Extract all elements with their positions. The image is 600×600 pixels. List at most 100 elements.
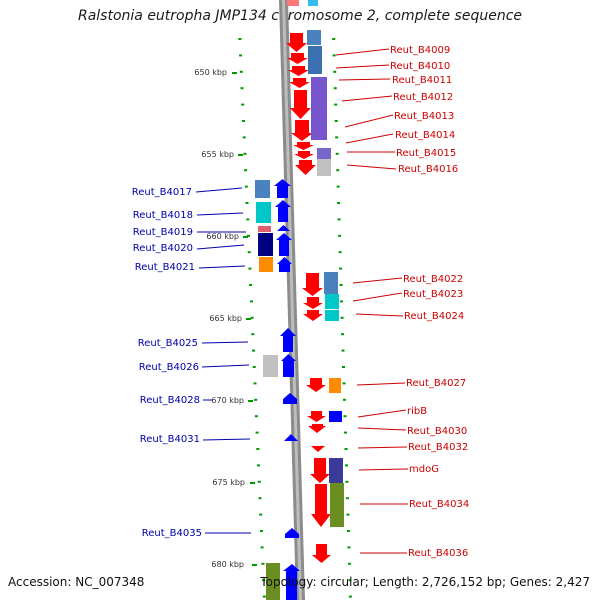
gene-label[interactable]: Reut_B4012 bbox=[393, 92, 453, 103]
gene-label[interactable]: Reut_B4034 bbox=[409, 499, 469, 510]
gene-box[interactable] bbox=[307, 30, 321, 45]
map-title: Ralstonia eutropha JMP134 chromosome 2, … bbox=[77, 8, 522, 24]
gene-arrow-forward[interactable] bbox=[286, 33, 307, 52]
gene-arrow-reverse[interactable] bbox=[280, 328, 296, 352]
gene-label[interactable]: Reut_B4023 bbox=[403, 289, 463, 300]
gene-arrow-forward[interactable] bbox=[289, 78, 310, 88]
scale-tick bbox=[345, 480, 349, 483]
gene-arrow-forward[interactable] bbox=[303, 297, 323, 309]
gene-box[interactable] bbox=[317, 159, 331, 176]
gene-box[interactable] bbox=[325, 310, 339, 321]
gene-arrow-reverse[interactable] bbox=[284, 434, 298, 441]
gene-label[interactable]: Reut_B4011 bbox=[392, 75, 452, 86]
scale-tick bbox=[339, 267, 343, 270]
scale-major-tick bbox=[238, 154, 243, 156]
gene-label[interactable]: Reut_B4015 bbox=[396, 148, 456, 159]
gene-box[interactable] bbox=[256, 202, 271, 223]
gene-arrow-forward[interactable] bbox=[295, 160, 316, 175]
scale-label: 660 kbp bbox=[206, 232, 239, 241]
gene-label[interactable]: Reut_B4027 bbox=[406, 378, 466, 389]
gene-label[interactable]: Reut_B4024 bbox=[404, 311, 464, 322]
gene-box[interactable] bbox=[259, 257, 273, 272]
gene-arrow-forward[interactable] bbox=[290, 90, 311, 119]
gene-arrow-reverse[interactable] bbox=[283, 564, 300, 600]
scale-tick bbox=[262, 595, 266, 598]
gene-arrow-forward[interactable] bbox=[308, 424, 326, 433]
gene-arrow-forward[interactable] bbox=[310, 458, 330, 483]
leader-line bbox=[341, 95, 393, 102]
gene-box[interactable] bbox=[258, 233, 273, 256]
gene-arrow-forward[interactable] bbox=[306, 378, 326, 392]
scale-tick bbox=[241, 120, 245, 122]
gene-label[interactable]: Reut_B4021 bbox=[135, 262, 195, 273]
scale-tick bbox=[343, 415, 347, 418]
gene-box[interactable] bbox=[329, 458, 343, 483]
gene-box[interactable] bbox=[330, 483, 344, 527]
scale-tick bbox=[254, 398, 258, 401]
gene-box[interactable] bbox=[311, 77, 327, 140]
gene-label[interactable]: Reut_B4010 bbox=[390, 61, 450, 72]
gene-label[interactable]: ribB bbox=[407, 406, 427, 417]
gene-arrow-forward[interactable] bbox=[291, 120, 313, 141]
scale-tick bbox=[254, 415, 258, 418]
gene-label[interactable]: Reut_B4017 bbox=[132, 187, 192, 198]
gene-arrow-reverse[interactable] bbox=[285, 528, 299, 538]
gene-arrow-reverse[interactable] bbox=[281, 354, 296, 377]
scale-tick bbox=[242, 136, 246, 139]
gene-arrow-forward[interactable] bbox=[303, 310, 323, 321]
scale-tick bbox=[241, 103, 245, 106]
scale-tick bbox=[262, 579, 266, 582]
gene-arrow-reverse[interactable] bbox=[276, 233, 292, 256]
gene-label[interactable]: Reut_B4028 bbox=[140, 395, 200, 406]
scale-tick bbox=[249, 300, 253, 303]
scale-tick bbox=[342, 382, 346, 385]
gene-arrow-forward[interactable] bbox=[302, 273, 323, 296]
gene-box[interactable] bbox=[329, 378, 341, 393]
gene-arrow-forward[interactable] bbox=[311, 446, 325, 452]
gene-arrow-forward[interactable] bbox=[311, 484, 331, 527]
gene-arrow-forward[interactable] bbox=[288, 66, 309, 76]
leader-line bbox=[198, 265, 246, 269]
gene-box[interactable] bbox=[255, 180, 270, 198]
gene-box[interactable] bbox=[317, 148, 331, 159]
gene-arrow-reverse[interactable] bbox=[283, 393, 297, 404]
gene-arrow-reverse[interactable] bbox=[277, 225, 290, 231]
gene-arrow-forward[interactable] bbox=[294, 151, 314, 159]
gene-label[interactable]: Reut_B4022 bbox=[403, 274, 463, 285]
gene-arrow-forward[interactable] bbox=[312, 544, 331, 563]
gene-box[interactable] bbox=[258, 226, 271, 232]
gene-label[interactable]: Reut_B4013 bbox=[394, 111, 454, 122]
gene-box[interactable] bbox=[324, 272, 338, 294]
gene-label[interactable]: Reut_B4016 bbox=[398, 164, 458, 175]
gene-label[interactable]: Reut_B4025 bbox=[138, 338, 198, 349]
gene-arrow-forward[interactable] bbox=[307, 411, 326, 422]
gene-label[interactable]: Reut_B4032 bbox=[408, 442, 468, 453]
gene-label[interactable]: Reut_B4020 bbox=[133, 243, 193, 254]
gene-label[interactable]: Reut_B4036 bbox=[408, 548, 468, 559]
gene-label[interactable]: Reut_B4030 bbox=[407, 426, 467, 437]
scale-tick bbox=[243, 152, 247, 155]
gene-arrow-reverse[interactable] bbox=[275, 200, 291, 222]
gene-arrow-reverse[interactable] bbox=[277, 257, 292, 272]
scale-tick bbox=[332, 38, 336, 40]
gene-arrow-forward[interactable] bbox=[287, 53, 308, 64]
gene-label[interactable]: mdoG bbox=[409, 464, 439, 475]
gene-label[interactable]: Reut_B4009 bbox=[390, 45, 450, 56]
gene-box[interactable] bbox=[329, 411, 342, 422]
gene-box[interactable] bbox=[266, 563, 280, 600]
backbone-highlight bbox=[282, 0, 302, 600]
gene-box[interactable] bbox=[263, 355, 278, 377]
leader-lines-left bbox=[195, 187, 251, 534]
gene-label[interactable]: Reut_B4014 bbox=[395, 130, 455, 141]
gene-label[interactable]: Reut_B4026 bbox=[139, 362, 199, 373]
gene-label[interactable]: Reut_B4031 bbox=[140, 434, 200, 445]
scale-tick bbox=[258, 497, 262, 500]
gene-label[interactable]: Reut_B4019 bbox=[133, 227, 193, 238]
gene-arrow-forward[interactable] bbox=[293, 142, 314, 150]
gene-box[interactable] bbox=[325, 294, 339, 309]
gene-box[interactable] bbox=[308, 46, 322, 74]
gene-arrow-reverse[interactable] bbox=[274, 179, 291, 198]
gene-label[interactable]: Reut_B4018 bbox=[133, 210, 193, 221]
scale-tick bbox=[261, 562, 265, 565]
gene-label[interactable]: Reut_B4035 bbox=[142, 528, 202, 539]
